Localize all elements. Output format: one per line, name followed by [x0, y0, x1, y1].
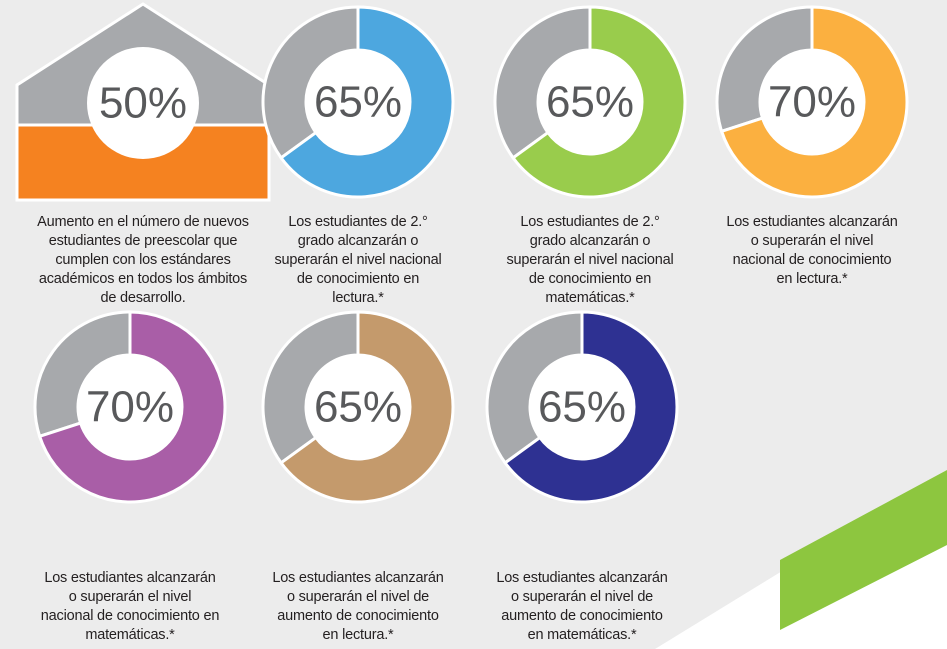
description-line: en matemáticas.* — [528, 627, 637, 643]
description-line: nacional de conocimiento — [733, 252, 892, 268]
description-line: Los estudiantes alcanzarán — [44, 570, 215, 586]
description-line: en lectura.* — [323, 627, 395, 643]
donut-hole — [306, 50, 410, 154]
percent-label: 65% — [314, 383, 402, 432]
description-line: aumento de conocimiento — [501, 608, 663, 624]
description-line: académicos en todos los ámbitos — [39, 271, 247, 287]
description-line: Los estudiantes de 2.° — [520, 214, 659, 230]
percent-label: 65% — [538, 383, 626, 432]
description-line: o superarán el nivel de — [287, 589, 429, 605]
description-line: superarán el nivel nacional — [506, 252, 673, 268]
description-line: lectura.* — [332, 290, 384, 306]
description-line: grado alcanzarán o — [298, 233, 419, 249]
green-stripe — [780, 470, 947, 630]
description-line: matemáticas.* — [85, 627, 175, 643]
description-line: estudiantes de preescolar que — [49, 233, 238, 249]
donut-hole — [538, 50, 642, 154]
description-line: de conocimiento en — [297, 271, 419, 287]
percent-label: 65% — [314, 78, 402, 127]
description-line: grado alcanzarán o — [530, 233, 651, 249]
percent-label: 65% — [546, 78, 634, 127]
description-line: Los estudiantes alcanzarán — [726, 214, 897, 230]
percent-label: 50% — [99, 79, 187, 128]
description-line: Los estudiantes alcanzarán — [496, 570, 667, 586]
house-circle — [87, 47, 199, 159]
description-line: de conocimiento en — [529, 271, 651, 287]
description-line: nacional de conocimiento en — [41, 608, 220, 624]
percent-label: 70% — [86, 383, 174, 432]
description-line: o superarán el nivel — [751, 233, 874, 249]
description-line: aumento de conocimiento — [277, 608, 439, 624]
description-line: de desarrollo. — [100, 290, 185, 306]
percent-label: 70% — [768, 78, 856, 127]
description-line: o superarán el nivel de — [511, 589, 653, 605]
description-line: Aumento en el número de nuevos — [37, 214, 249, 230]
description-line: Los estudiantes alcanzarán — [272, 570, 443, 586]
description-line: matemáticas.* — [545, 290, 635, 306]
description-line: o superarán el nivel — [69, 589, 192, 605]
description-line: Los estudiantes de 2.° — [288, 214, 427, 230]
donut-hole — [530, 355, 634, 459]
donut-hole — [760, 50, 864, 154]
donut-hole — [306, 355, 410, 459]
description-line: en lectura.* — [777, 271, 849, 287]
donut-hole — [78, 355, 182, 459]
description-line: cumplen con los estándares — [55, 252, 230, 268]
description-line: superarán el nivel nacional — [274, 252, 441, 268]
